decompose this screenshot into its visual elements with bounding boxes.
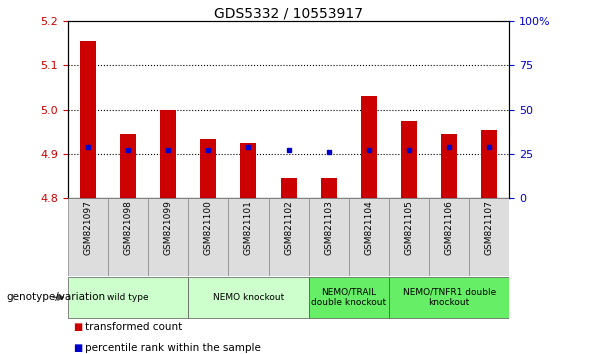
Bar	[361, 96, 377, 198]
FancyBboxPatch shape	[68, 277, 188, 318]
Text: wild type: wild type	[107, 293, 149, 302]
Text: NEMO knockout: NEMO knockout	[213, 293, 284, 302]
Text: NEMO/TRAIL
double knockout: NEMO/TRAIL double knockout	[311, 288, 386, 307]
Text: ■: ■	[74, 322, 83, 332]
FancyBboxPatch shape	[389, 198, 429, 276]
Text: GSM821103: GSM821103	[325, 201, 333, 256]
Text: genotype/variation: genotype/variation	[6, 292, 105, 302]
FancyBboxPatch shape	[188, 198, 229, 276]
Text: GSM821100: GSM821100	[204, 201, 213, 256]
FancyBboxPatch shape	[309, 277, 389, 318]
Text: GSM821101: GSM821101	[244, 201, 253, 256]
FancyBboxPatch shape	[389, 277, 509, 318]
Bar	[240, 143, 256, 198]
FancyBboxPatch shape	[269, 198, 309, 276]
Bar	[481, 130, 498, 198]
Bar	[120, 134, 136, 198]
Text: GSM821097: GSM821097	[83, 201, 92, 256]
FancyBboxPatch shape	[148, 198, 188, 276]
FancyBboxPatch shape	[309, 198, 349, 276]
Text: percentile rank within the sample: percentile rank within the sample	[85, 343, 262, 353]
Title: GDS5332 / 10553917: GDS5332 / 10553917	[214, 6, 363, 20]
FancyBboxPatch shape	[429, 198, 469, 276]
Bar	[280, 178, 297, 198]
Text: GSM821106: GSM821106	[445, 201, 454, 256]
Text: ■: ■	[74, 343, 83, 353]
Text: GSM821098: GSM821098	[124, 201, 133, 256]
Text: GSM821104: GSM821104	[365, 201, 373, 255]
Text: transformed count: transformed count	[85, 322, 183, 332]
Text: GSM821107: GSM821107	[485, 201, 494, 256]
FancyBboxPatch shape	[469, 198, 509, 276]
FancyBboxPatch shape	[349, 198, 389, 276]
FancyBboxPatch shape	[68, 198, 108, 276]
Bar	[200, 138, 216, 198]
Bar	[401, 121, 417, 198]
Text: GSM821102: GSM821102	[284, 201, 293, 255]
Text: GSM821099: GSM821099	[164, 201, 173, 256]
FancyBboxPatch shape	[229, 198, 269, 276]
Bar	[80, 41, 96, 198]
Bar	[160, 110, 176, 198]
Text: NEMO/TNFR1 double
knockout: NEMO/TNFR1 double knockout	[403, 288, 496, 307]
Bar	[441, 134, 457, 198]
Bar	[321, 178, 337, 198]
FancyBboxPatch shape	[108, 198, 148, 276]
FancyBboxPatch shape	[188, 277, 309, 318]
Text: GSM821105: GSM821105	[405, 201, 413, 256]
